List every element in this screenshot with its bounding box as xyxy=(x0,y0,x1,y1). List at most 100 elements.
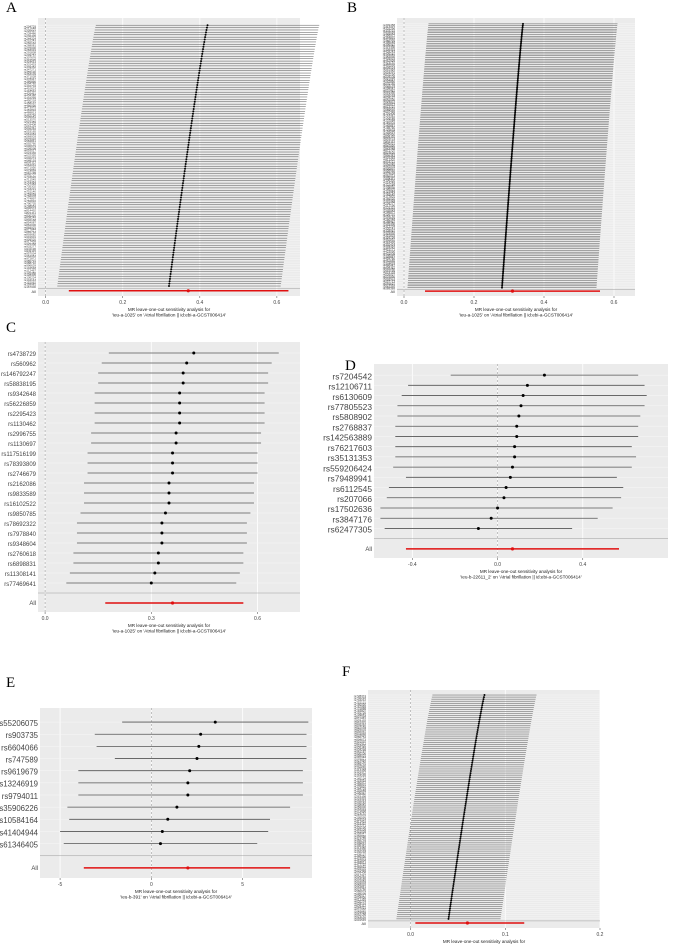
snp-estimate-point xyxy=(508,475,512,479)
panel-letter-d: D xyxy=(345,358,356,374)
snp-estimate-point xyxy=(189,131,192,134)
snp-estimate-point xyxy=(451,889,454,892)
snp-estimate-point xyxy=(197,76,200,79)
snp-estimate-point xyxy=(468,778,471,781)
snp-label: rs935059 xyxy=(383,163,396,167)
snp-estimate-point xyxy=(192,107,195,110)
snp-estimate-point xyxy=(198,72,201,75)
snp-estimate-point xyxy=(178,421,182,425)
snp-estimate-point xyxy=(459,833,462,836)
snp-label: rs388648 xyxy=(383,41,396,45)
snp-estimate-point xyxy=(519,47,522,50)
snp-estimate-point xyxy=(191,117,194,120)
snp-label: rs505651 xyxy=(24,115,37,119)
snp-label: rs767969 xyxy=(354,704,367,708)
x-tick-label: 0.6 xyxy=(254,616,261,622)
snp-label: rs153053 xyxy=(354,778,367,782)
snp-estimate-point xyxy=(465,798,468,801)
snp-label: rs307676 xyxy=(24,55,37,59)
snp-estimate-point xyxy=(167,491,171,495)
snp-label: rs341134 xyxy=(383,30,395,34)
snp-estimate-point xyxy=(512,130,515,133)
snp-estimate-point xyxy=(156,561,160,565)
snp-estimate-point xyxy=(455,862,458,865)
snp-estimate-point xyxy=(504,486,508,490)
snp-label: rs862997 xyxy=(354,729,367,733)
snp-estimate-point xyxy=(472,755,475,758)
snp-label: rs311433 xyxy=(354,819,366,823)
snp-estimate-point xyxy=(510,155,513,158)
snp-label: rs998411 xyxy=(383,177,395,181)
snp-estimate-point xyxy=(160,829,164,833)
snp-estimate-point xyxy=(507,203,510,206)
snp-label: rs2996755 xyxy=(8,432,37,438)
snp-label: rs681651 xyxy=(383,106,396,110)
snp-label: rs616517 xyxy=(24,149,37,153)
snp-estimate-point xyxy=(469,770,472,773)
snp-label: rs791726 xyxy=(354,711,367,715)
snp-label: rs122168 xyxy=(383,182,396,186)
snp-estimate-point xyxy=(195,91,198,94)
snp-label: rs895464 xyxy=(383,154,396,158)
snp-estimate-point xyxy=(176,220,179,223)
snp-estimate-point xyxy=(213,720,217,724)
snp-label: rs436162 xyxy=(383,51,396,55)
snp-estimate-point xyxy=(509,175,512,178)
snp-estimate-point xyxy=(501,274,504,277)
snp-label: rs216405 xyxy=(354,795,367,799)
snp-label: rs509408 xyxy=(354,871,367,875)
snp-estimate-point xyxy=(503,254,506,257)
snp-estimate-point xyxy=(507,192,510,195)
x-tick-label: -5 xyxy=(58,882,63,888)
snp-estimate-point xyxy=(179,203,182,206)
snp-estimate-point xyxy=(513,118,516,121)
snp-label: rs426461 xyxy=(24,91,37,95)
snp-estimate-point xyxy=(516,79,519,82)
snp-estimate-point xyxy=(194,98,197,101)
snp-estimate-point xyxy=(506,206,509,209)
snp-label: rs592760 xyxy=(24,142,37,146)
snp-label: rs964953 xyxy=(24,254,37,258)
snp-estimate-point xyxy=(180,194,183,197)
snp-label: rs554947 xyxy=(383,78,396,82)
snp-label: rs855869 xyxy=(383,145,396,149)
snp-label: rs466056 xyxy=(24,103,37,107)
snp-label: rs256000 xyxy=(354,805,367,809)
snp-label: rs319352 xyxy=(354,821,367,825)
snp-estimate-point xyxy=(180,189,183,192)
snp-label: rs1130462 xyxy=(8,422,37,428)
snp-label: rs525246 xyxy=(354,875,367,879)
snp-estimate-point xyxy=(479,712,482,715)
snp-label: rs374785 xyxy=(354,836,367,840)
plot-background xyxy=(40,708,312,878)
snp-label: rs391414 xyxy=(383,242,396,246)
snp-label: rs493570 xyxy=(354,867,367,871)
snp-label: rs549003 xyxy=(354,881,367,885)
snp-label: rs168891 xyxy=(354,782,367,786)
snp-label: rs446056 xyxy=(354,854,367,858)
snp-estimate-point xyxy=(178,206,181,209)
snp-estimate-point xyxy=(513,121,516,124)
snp-estimate-point xyxy=(168,282,171,285)
snp-estimate-point xyxy=(511,141,514,144)
snp-estimate-point xyxy=(448,907,451,910)
x-axis-label: 'ieu-b-22611_2' on 'Atrial fibrillation … xyxy=(460,575,581,580)
snp-label: rs665813 xyxy=(383,103,396,107)
snp-label: rs687788 xyxy=(24,170,37,174)
snp-estimate-point xyxy=(200,57,203,60)
snp-label: rs410623 xyxy=(24,87,37,91)
snp-label: rs642056 xyxy=(383,97,396,101)
snp-estimate-point xyxy=(509,169,512,172)
snp-label: rs279757 xyxy=(354,811,367,815)
snp-estimate-point xyxy=(513,125,516,128)
snp-estimate-point xyxy=(512,132,515,135)
snp-estimate-point xyxy=(510,157,513,160)
snp-label: rs760050 xyxy=(354,702,367,706)
snp-estimate-point xyxy=(475,735,478,738)
snp-estimate-point xyxy=(513,455,517,459)
snp-label: rs283919 xyxy=(24,48,37,52)
snp-estimate-point xyxy=(175,232,178,235)
snp-label: rs2162086 xyxy=(8,482,37,488)
snp-estimate-point xyxy=(171,261,174,264)
snp-estimate-point xyxy=(203,38,206,41)
